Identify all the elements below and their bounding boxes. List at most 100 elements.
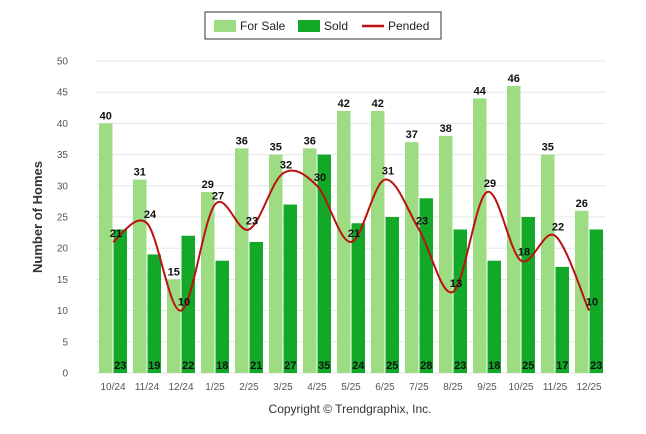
- data-label-for-sale: 29: [202, 179, 214, 191]
- data-label-sold: 23: [114, 360, 126, 372]
- y-tick-label: 15: [57, 275, 69, 286]
- bar-sold: [181, 235, 195, 373]
- data-label-sold: 28: [420, 360, 432, 372]
- data-label-for-sale: 42: [338, 98, 350, 110]
- x-tick-label: 12/25: [576, 382, 601, 393]
- data-label-pended: 27: [212, 191, 224, 203]
- bar-sold: [589, 229, 603, 373]
- bar-sold: [555, 266, 569, 373]
- x-tick-label: 9/25: [477, 382, 497, 393]
- y-axis-title: Number of Homes: [30, 161, 45, 273]
- x-tick-label: 10/24: [100, 382, 125, 393]
- line-layer: [112, 169, 590, 312]
- data-label-pended: 21: [348, 228, 360, 240]
- data-label-sold: 35: [318, 360, 330, 372]
- axis-layer: 0 5 10 15 20 25 30 35 40 45 50 10/24 11/24 12/24 1/25 2…: [57, 57, 602, 394]
- data-label-for-sale: 36: [304, 135, 316, 147]
- x-tick-label: 11/24: [135, 382, 160, 393]
- bar-sold: [147, 254, 161, 373]
- data-label-sold: 24: [352, 360, 365, 372]
- bar-sold: [351, 223, 365, 373]
- bar-sold: [113, 229, 127, 373]
- data-label-sold: 18: [488, 360, 500, 372]
- data-label-pended: 10: [586, 297, 598, 309]
- bar-for-sale: [439, 135, 453, 373]
- data-label-for-sale: 38: [440, 123, 452, 135]
- legend: For Sale Sold Pended: [204, 11, 442, 40]
- y-tick-label: 25: [57, 213, 69, 224]
- data-label-for-sale: 40: [100, 110, 112, 122]
- bar-for-sale: [337, 110, 351, 374]
- data-label-sold: 23: [590, 360, 602, 372]
- bar-sold: [453, 229, 467, 373]
- bar-sold: [521, 217, 535, 373]
- data-label-pended: 21: [110, 228, 122, 240]
- data-label-pended: 10: [178, 297, 190, 309]
- data-label-pended: 13: [450, 278, 462, 290]
- data-label-pended: 24: [144, 209, 157, 221]
- data-label-for-sale: 36: [236, 135, 248, 147]
- data-label-for-sale: 35: [542, 142, 554, 154]
- bar-for-sale: [405, 142, 419, 373]
- data-label-sold: 21: [250, 360, 262, 372]
- data-label-sold: 25: [386, 360, 398, 372]
- bar-for-sale: [303, 148, 317, 373]
- legend-label-for-sale: For Sale: [240, 19, 286, 33]
- x-tick-label: 8/25: [443, 382, 463, 393]
- data-label-sold: 22: [182, 360, 194, 372]
- data-label-for-sale: 15: [168, 266, 180, 278]
- bar-for-sale: [541, 154, 555, 373]
- data-label-pended: 30: [314, 172, 326, 184]
- y-tick-label: 30: [57, 181, 69, 192]
- bar-for-sale: [99, 123, 113, 374]
- bar-sold: [317, 154, 331, 373]
- data-label-pended: 29: [484, 178, 496, 190]
- legend-swatch-sold: [298, 20, 320, 32]
- pended-line: [112, 169, 590, 312]
- legend-label-sold: Sold: [324, 19, 348, 33]
- bar-sold: [283, 204, 297, 373]
- bar-for-sale: [507, 85, 521, 374]
- y-tick-label: 5: [62, 337, 68, 348]
- data-label-pended: 31: [382, 166, 394, 178]
- data-label-for-sale: 31: [134, 167, 146, 179]
- y-tick-label: 50: [57, 57, 69, 68]
- data-label-for-sale: 26: [576, 198, 588, 210]
- y-tick-label: 20: [57, 244, 69, 255]
- data-label-sold: 25: [522, 360, 534, 372]
- bar-sold: [249, 241, 263, 373]
- x-tick-label: 10/25: [508, 382, 533, 393]
- x-tick-label: 7/25: [409, 382, 429, 393]
- data-label-sold: 19: [148, 360, 160, 372]
- bar-sold: [215, 260, 229, 373]
- data-label-pended: 18: [518, 247, 530, 259]
- data-label-for-sale: 46: [508, 73, 520, 85]
- data-label-pended: 22: [552, 222, 564, 234]
- x-tick-label: 12/24: [168, 382, 193, 393]
- bar-for-sale: [269, 154, 283, 373]
- x-tick-label: 3/25: [273, 382, 293, 393]
- bar-for-sale: [473, 98, 487, 373]
- bar-sold: [385, 217, 399, 373]
- legend-swatch-for-sale: [214, 20, 236, 32]
- data-label-for-sale: 44: [474, 85, 487, 97]
- bars-layer: [99, 85, 603, 374]
- legend-label-pended: Pended: [388, 19, 429, 33]
- bar-sold: [487, 260, 501, 373]
- x-tick-label: 1/25: [205, 382, 225, 393]
- x-tick-label: 4/25: [307, 382, 327, 393]
- data-label-for-sale: 35: [270, 142, 282, 154]
- copyright-text: Copyright © Trendgraphix, Inc.: [269, 402, 432, 416]
- data-label-pended: 23: [416, 215, 428, 227]
- data-label-sold: 17: [556, 360, 568, 372]
- x-tick-label: 5/25: [341, 382, 361, 393]
- data-label-for-sale: 37: [406, 129, 418, 141]
- y-tick-label: 40: [57, 119, 69, 130]
- y-tick-label: 45: [57, 88, 69, 99]
- data-label-sold: 27: [284, 360, 296, 372]
- bar-sold: [419, 198, 433, 373]
- x-tick-label: 6/25: [375, 382, 395, 393]
- data-label-for-sale: 42: [372, 98, 384, 110]
- data-label-pended: 32: [280, 159, 292, 171]
